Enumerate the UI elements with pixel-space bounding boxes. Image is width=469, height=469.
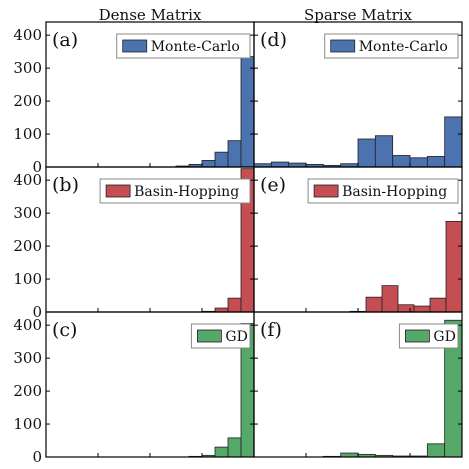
histogram-bar: [227, 437, 242, 458]
column-title-sparse: Sparse Matrix: [304, 6, 413, 24]
histogram-bar: [426, 443, 446, 458]
legend: Basin-Hopping: [99, 178, 251, 204]
legend-label: Basin-Hopping: [342, 184, 447, 200]
histogram-bar: [426, 156, 446, 168]
legend-label: Monte-Carlo: [359, 39, 448, 55]
y-tick-label: 0: [32, 303, 42, 321]
panel-label: (a): [52, 29, 78, 51]
legend: Monte-Carlo: [324, 33, 459, 59]
panel-label: (c): [52, 319, 77, 341]
panel-b: 0 100 200 300 400 (b) Basin-Hopping: [13, 166, 255, 321]
y-tick-label: 100: [13, 125, 42, 143]
panel-e: (e) Basin-Hopping: [253, 166, 463, 313]
histogram-bar: [381, 285, 399, 313]
histogram-bar: [445, 220, 463, 313]
histogram-bar: [214, 446, 229, 458]
y-tick-label: 400: [13, 316, 42, 334]
panel-label: (b): [52, 174, 79, 196]
histogram-bar: [357, 138, 376, 168]
y-tick-label: 300: [13, 204, 42, 222]
y-tick-label: 200: [13, 382, 42, 400]
y-tick-label: 300: [13, 349, 42, 367]
legend-swatch: [196, 329, 222, 343]
legend-swatch: [330, 39, 356, 53]
panel-a: 0 100 200 300 400 (a) Monte-Carlo: [13, 21, 255, 176]
panel-label: (e): [260, 174, 286, 196]
legend-label: Monte-Carlo: [151, 39, 240, 55]
column-title-dense: Dense Matrix: [99, 6, 202, 24]
legend: GD: [398, 323, 459, 349]
panel-grid: 0 100 200 300 400 (a) Monte-Carlo (d) Monte-Carl…: [13, 21, 463, 466]
y-tick-label: 400: [13, 26, 42, 44]
panel-label: (f): [260, 319, 282, 341]
histogram-bar: [227, 140, 242, 168]
histogram-bar: [201, 160, 216, 168]
legend-swatch: [313, 184, 339, 198]
y-tick-label: 100: [13, 270, 42, 288]
y-tick-label: 100: [13, 415, 42, 433]
histogram-bar: [214, 151, 229, 168]
panel-c: 0 100 200 300 400 (c) GD: [13, 311, 255, 466]
histogram-bar: [397, 304, 415, 313]
legend: GD: [190, 323, 251, 349]
legend-swatch: [122, 39, 148, 53]
legend-swatch: [404, 329, 430, 343]
panel-label: (d): [260, 29, 287, 51]
histogram-bar: [444, 116, 463, 168]
histogram-bar: [365, 296, 383, 313]
y-tick-label: 200: [13, 237, 42, 255]
histogram-bar: [413, 305, 431, 313]
y-tick-label: 400: [13, 171, 42, 189]
y-tick-label: 0: [32, 158, 42, 176]
histogram-bar: [374, 135, 394, 168]
histogram-bar: [429, 297, 447, 313]
legend-label: GD: [225, 329, 247, 345]
legend-swatch: [105, 184, 131, 198]
histogram-bar: [409, 157, 428, 168]
legend-box: [116, 33, 251, 59]
y-tick-label: 300: [13, 59, 42, 77]
y-tick-label: 0: [32, 448, 42, 466]
legend-label: Basin-Hopping: [134, 184, 239, 200]
panel-d: (d) Monte-Carlo: [253, 21, 463, 168]
histogram-bar: [270, 161, 290, 168]
y-tick-label: 200: [13, 92, 42, 110]
legend: Basin-Hopping: [307, 178, 459, 204]
legend: Monte-Carlo: [116, 33, 251, 59]
histogram-bar: [227, 297, 242, 313]
panel-f: (f) GD: [253, 311, 463, 458]
histogram-bar: [240, 56, 255, 168]
histogram-bar: [392, 155, 411, 168]
legend-label: GD: [433, 329, 455, 345]
